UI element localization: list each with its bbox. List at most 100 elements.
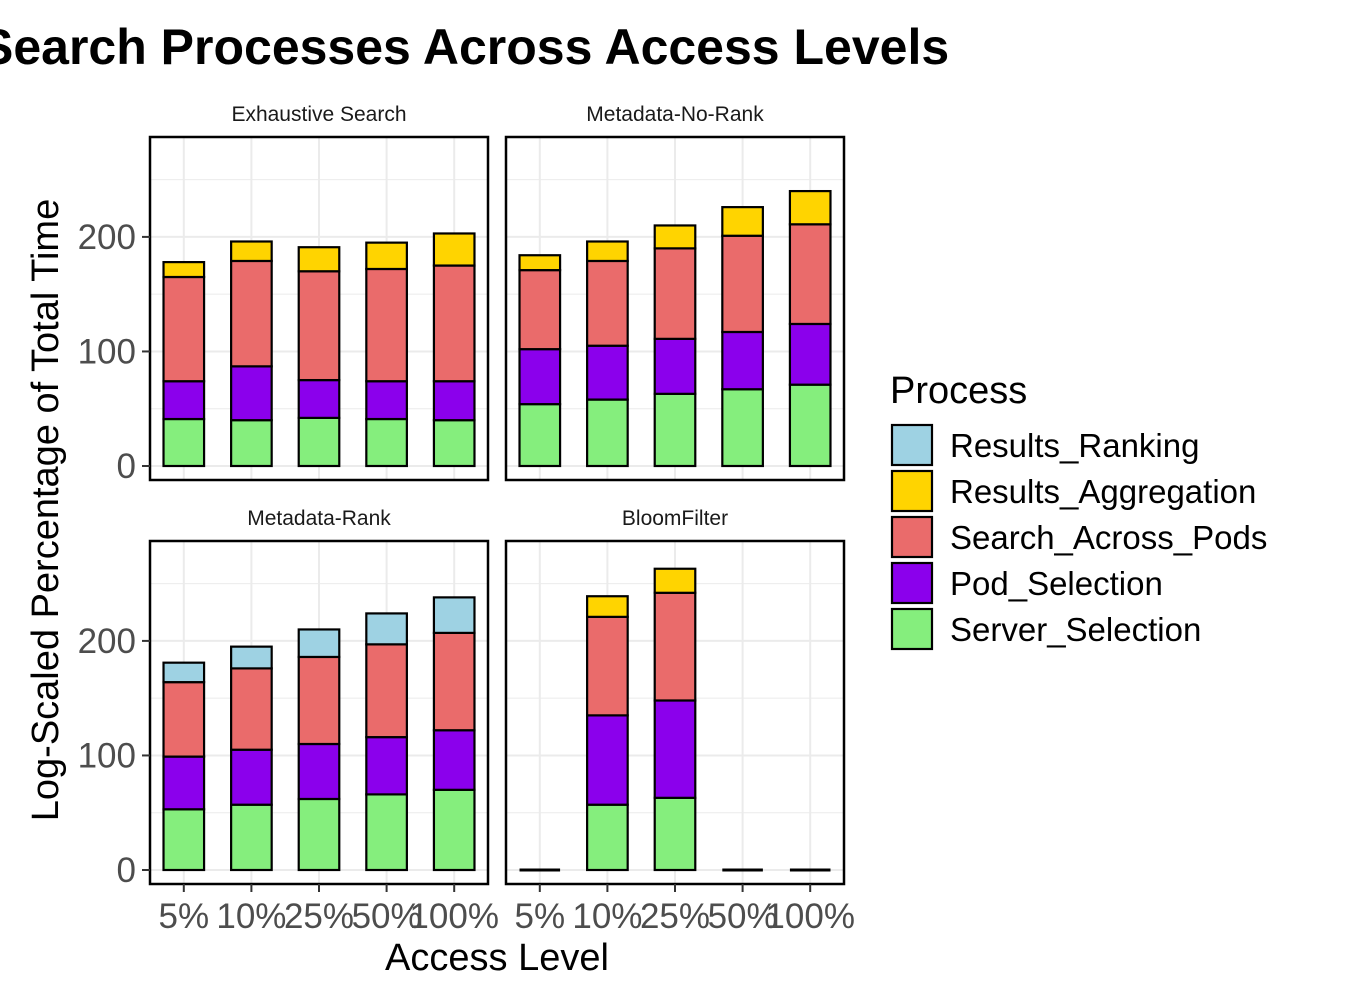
- bar-server-selection: [365, 417, 408, 468]
- bar-pod-selection: [162, 755, 206, 811]
- y-axis-title: Log-Scaled Percentage of Total Time: [25, 199, 67, 821]
- bar-server-selection: [162, 417, 206, 468]
- legend-item-search-across-pods: Search_Across_Pods: [890, 515, 1267, 559]
- bar-search-across-pods: [518, 269, 562, 351]
- bar-search-across-pods: [365, 643, 408, 739]
- bar-search-across-pods: [432, 631, 476, 732]
- y-tick-label: 0: [117, 447, 136, 486]
- panel-strip-label: BloomFilter: [622, 507, 728, 530]
- legend: Process Results_Ranking Results_Aggregati…: [890, 370, 1267, 651]
- bar-server-selection: [297, 416, 341, 468]
- bar-results-aggregation: [586, 595, 629, 618]
- panel-border: [504, 135, 846, 482]
- bar-search-across-pods: [586, 259, 629, 347]
- legend-item-pod-selection: Pod_Selection: [890, 561, 1163, 605]
- legend-title: Process: [890, 370, 1027, 412]
- y-tick-label: 100: [78, 332, 136, 371]
- x-tick-label: 25%: [640, 897, 710, 936]
- bar-pod-selection: [162, 380, 206, 421]
- bar-server-selection: [586, 803, 629, 872]
- panels: Exhaustive Search 0 100 200 Metadata-No-Rank…: [78, 103, 855, 936]
- bar-search-across-pods: [653, 247, 697, 340]
- bar-search-across-pods: [297, 270, 341, 382]
- bar-results-ranking: [365, 612, 408, 646]
- bar-results-ranking: [162, 661, 206, 684]
- panel-exhaustive-search: Exhaustive Search 0 100 200: [78, 103, 490, 486]
- panel-border: [148, 135, 490, 482]
- bar-search-across-pods: [230, 259, 273, 368]
- bar-pod-selection: [230, 365, 273, 422]
- legend-swatch: [890, 607, 934, 651]
- y-tick-label: 0: [117, 851, 136, 890]
- bar-search-across-pods: [653, 591, 697, 702]
- bar-server-selection: [432, 788, 476, 872]
- y-tick-label: 200: [78, 622, 136, 661]
- bar-server-selection: [230, 419, 273, 468]
- panel-bars: [519, 567, 831, 872]
- bar-search-across-pods: [586, 615, 629, 717]
- bar-server-selection: [518, 403, 562, 468]
- panel-metadata-rank: Metadata-Rank 0 100 200 5% 10%25%50%100%: [78, 507, 499, 936]
- legend-swatch: [890, 423, 934, 467]
- panel-bars: [518, 189, 832, 468]
- bar-pod-selection: [432, 380, 476, 422]
- bar-results-ranking: [297, 628, 341, 659]
- bar-server-selection: [653, 796, 697, 872]
- bar-search-across-pods: [230, 667, 273, 751]
- panel-strip-label: Exhaustive Search: [231, 103, 406, 126]
- bar-search-across-pods: [297, 655, 341, 746]
- legend-label: Search_Across_Pods: [950, 519, 1267, 556]
- bar-pod-selection: [297, 742, 341, 801]
- panel-strip-label: Metadata-No-Rank: [586, 103, 764, 126]
- x-tick-label: 50%: [708, 897, 778, 936]
- panel-bars: [162, 596, 476, 872]
- bar-results-aggregation: [586, 240, 629, 263]
- bar-pod-selection: [586, 714, 629, 806]
- legend-swatch: [890, 515, 934, 559]
- bar-server-selection: [788, 383, 832, 468]
- bar-search-across-pods: [788, 223, 832, 326]
- bar-server-selection: [653, 392, 697, 468]
- x-tick-label: 100%: [765, 897, 855, 936]
- x-tick-label: 25%: [284, 897, 354, 936]
- bar-pod-selection: [653, 699, 697, 799]
- panel-strip-label: Metadata-Rank: [247, 507, 391, 530]
- legend-swatch: [890, 561, 934, 605]
- bar-results-aggregation: [721, 206, 764, 237]
- legend-item-results-aggregation: Results_Aggregation: [890, 469, 1256, 513]
- bar-pod-selection: [297, 378, 341, 419]
- panel-metadata-no-rank: Metadata-No-Rank: [504, 103, 846, 482]
- x-tick-label: 5%: [515, 897, 566, 936]
- bar-search-across-pods: [365, 267, 408, 383]
- legend-item-results-ranking: Results_Ranking: [890, 423, 1199, 467]
- bar-search-across-pods: [432, 264, 476, 383]
- bar-results-aggregation: [365, 241, 408, 271]
- y-tick-label: 100: [78, 736, 136, 775]
- bar-pod-selection: [230, 748, 273, 806]
- legend-label: Results_Ranking: [950, 427, 1199, 464]
- bar-server-selection: [586, 398, 629, 468]
- bar-results-aggregation: [297, 246, 341, 273]
- bar-results-aggregation: [432, 232, 476, 267]
- x-tick-label: 10%: [572, 897, 642, 936]
- bar-search-across-pods: [162, 275, 206, 383]
- legend-swatch: [890, 469, 934, 513]
- x-tick-label: 50%: [352, 897, 422, 936]
- bar-results-aggregation: [788, 189, 832, 226]
- bar-search-across-pods: [162, 681, 206, 758]
- x-tick-label: 10%: [216, 897, 286, 936]
- bar-results-ranking: [432, 596, 476, 634]
- bar-results-aggregation: [162, 261, 206, 279]
- panel-bloomfilter: BloomFilter 5% 10%25%50%100%: [504, 507, 855, 936]
- bar-server-selection: [432, 419, 476, 468]
- bar-results-aggregation: [518, 254, 562, 272]
- bar-results-aggregation: [230, 240, 273, 263]
- bar-pod-selection: [586, 344, 629, 401]
- bar-pod-selection: [518, 348, 562, 406]
- bar-pod-selection: [721, 330, 764, 391]
- x-tick-label: 5%: [159, 897, 210, 936]
- bar-server-selection: [297, 797, 341, 872]
- legend-item-server-selection: Server_Selection: [890, 607, 1201, 651]
- legend-label: Server_Selection: [950, 611, 1201, 648]
